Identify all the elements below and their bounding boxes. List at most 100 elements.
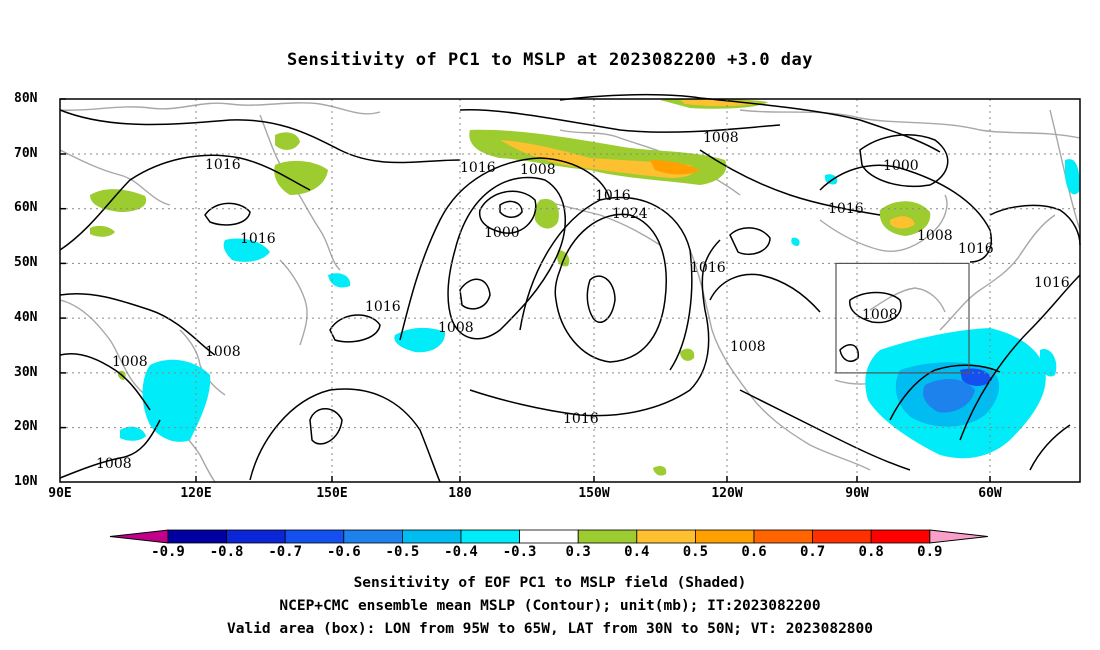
shade-atlantic-cyan [1040, 349, 1057, 377]
contour-label: 1008 [917, 228, 953, 244]
shade-greenland-cyan [1065, 159, 1080, 195]
contour-low-1016 [399, 157, 611, 341]
positive-sensitivity-shading [90, 98, 931, 476]
coast-kamchatka [259, 114, 341, 271]
lat-label: 30N [14, 365, 38, 380]
colorbar-bin [870, 529, 931, 544]
map-frame [59, 98, 1081, 483]
contour-label: 1008 [96, 456, 132, 472]
contour-asia-1008 [59, 292, 216, 356]
contour-box-small [839, 343, 859, 362]
colorbar-tick-label: 0.5 [682, 544, 709, 560]
coast-korea [179, 329, 226, 396]
colorbar-tick-label: 0.9 [917, 544, 943, 560]
colorbar-tick-label: -0.3 [502, 544, 537, 560]
shade-bering-orange [650, 160, 700, 175]
colorbar-above-triangle [929, 529, 988, 544]
shade-japan-east-cyan [328, 273, 351, 288]
contour-label: 1016 [595, 188, 631, 204]
contour-south-1008 [59, 419, 161, 479]
colorbar-bin [577, 529, 638, 544]
contour-canada-1016 [699, 149, 881, 216]
contour-low-core [499, 200, 523, 218]
contour-low-1000-inner [478, 190, 537, 234]
coast-japan [279, 259, 308, 346]
lon-label: 90W [845, 486, 869, 501]
colorbar-bin [226, 529, 286, 544]
contour-small-low-1 [204, 202, 251, 226]
coast-na-east [939, 214, 1056, 331]
contour-low-1008 [447, 176, 566, 340]
shade-southeast-us-blue [923, 378, 975, 413]
contour-atlantic-south [1029, 424, 1071, 471]
colorbar-tick-label: -0.6 [326, 544, 361, 560]
lat-label: 10N [14, 474, 38, 489]
lon-label: 150E [316, 486, 348, 501]
contour-label: 1016 [1034, 275, 1070, 291]
contour-atlantic-high [959, 274, 1081, 441]
shade-pacific-south-small [653, 466, 667, 476]
axis-ticks [60, 98, 991, 482]
shade-pacific-east-small [680, 348, 695, 361]
colorbar-swatches [109, 529, 988, 544]
shade-kamchatka-north [275, 132, 300, 150]
colorbar-tick-label: -0.4 [444, 544, 478, 560]
colorbar-tick-label: 0.6 [741, 544, 767, 560]
colorbar-tick-label: -0.8 [209, 544, 244, 560]
coast-aleutians [539, 199, 661, 246]
lon-label: 90E [48, 486, 72, 501]
shade-japan-north-cyan [223, 238, 270, 262]
contour-1016-south [469, 239, 721, 417]
shade-hudson-yellow [890, 216, 915, 229]
contour-label: 1000 [484, 225, 520, 241]
lat-label: 60N [14, 200, 38, 215]
colorbar-tick-label: 0.8 [858, 544, 884, 560]
gridlines [60, 99, 1080, 482]
shade-arctic-yellow [680, 99, 760, 107]
contour-label: 1016 [828, 201, 864, 217]
lat-label: 40N [14, 310, 38, 325]
colorbar-below-triangle [109, 529, 169, 544]
coast-asia-north [59, 149, 171, 206]
contour-canada-small [729, 227, 771, 256]
contour-asia-1016 [59, 154, 311, 251]
colorbar-bin [695, 529, 755, 544]
contour-label: 1016 [205, 157, 241, 173]
contour-low-small [459, 278, 491, 310]
lon-label: 120W [711, 486, 743, 501]
caption-line-1: Sensitivity of EOF PC1 to MSLP field (Sh… [353, 575, 747, 591]
plot-title: Sensitivity of PC1 to MSLP at 2023082200… [286, 50, 813, 70]
colorbar-bin [401, 529, 462, 544]
lon-label: 180 [448, 486, 472, 501]
shade-aleutian-green [534, 198, 559, 229]
shade-bering-yellow [500, 140, 694, 178]
contour-label: 1008 [438, 320, 474, 336]
contour-gulf [889, 364, 1001, 421]
contour-label: 1008 [730, 339, 766, 355]
contour-china-1008 [59, 353, 151, 411]
contour-arctic-1008 [459, 109, 781, 133]
contour-north-1016 [59, 109, 461, 164]
contour-label: 1008 [112, 354, 148, 370]
colorbar-bin [167, 529, 227, 544]
valid-area-box [835, 262, 970, 374]
colorbar-tick-label: -0.5 [385, 544, 420, 560]
contour-label: 1008 [520, 162, 556, 178]
caption-line-3: Valid area (box): LON from 95W to 65W, L… [226, 621, 873, 637]
shade-scs-cyan [120, 426, 146, 441]
contour-label: 1016 [563, 411, 599, 427]
contour-label: 1016 [958, 241, 994, 257]
colorbar-tick-label: -0.9 [151, 544, 185, 560]
colorbar-bin [343, 529, 403, 544]
contour-tropical-low [309, 408, 343, 445]
coast-great-lakes [869, 287, 946, 313]
contour-high-1024 [554, 213, 667, 363]
contour-labels: 1016 1016 1008 1008 1016 1008 1016 1008 … [96, 130, 1070, 472]
contour-label: 1008 [205, 344, 241, 360]
shade-okhotsk [274, 160, 328, 195]
colorbar-bin [460, 529, 520, 544]
caption-line-2: NCEP+CMC ensemble mean MSLP (Contour); u… [279, 598, 821, 614]
lat-label: 20N [14, 419, 38, 434]
